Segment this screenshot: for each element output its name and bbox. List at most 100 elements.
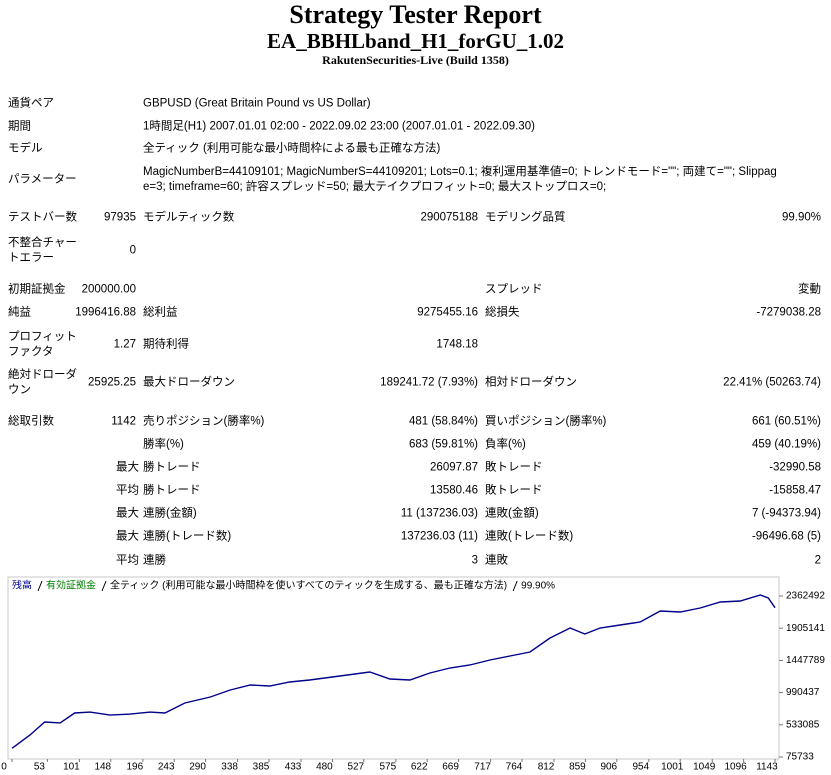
x-tick-label: 101 xyxy=(63,762,80,773)
stat-label: 総取引数 xyxy=(8,415,54,428)
x-tick-label: 1143 xyxy=(756,762,778,773)
stat-label: モデリング品質 xyxy=(485,211,566,224)
stat-value: 481 (58.84%) xyxy=(408,415,478,428)
y-tick-label: 75733 xyxy=(786,752,814,763)
balance-line xyxy=(11,594,776,749)
stat-value: 1142 xyxy=(111,415,136,428)
y-tick-label: 2362492 xyxy=(786,591,825,602)
stat-label: 勝トレード xyxy=(143,461,201,474)
stat-value: -96496.68 (5) xyxy=(751,530,821,543)
stat-label: 連敗 xyxy=(485,554,508,567)
x-tick-label: 1001 xyxy=(661,762,684,773)
stat-value: 25925.25 xyxy=(88,376,136,389)
x-tick-label: 196 xyxy=(126,762,143,773)
stat-value: 2 xyxy=(814,554,821,567)
y-tick-label: 533085 xyxy=(786,719,820,730)
stat-label: 連勝 xyxy=(143,554,166,567)
x-tick-label: 433 xyxy=(285,762,302,773)
x-tick-label: 243 xyxy=(158,762,175,773)
info-value: MagicNumberB=44109101; MagicNumberS=4410… xyxy=(143,166,777,193)
x-tick-label: 1049 xyxy=(693,762,716,773)
stat-label: 初期証拠金 xyxy=(8,283,66,296)
x-tick-label: 0 xyxy=(1,762,7,773)
stat-label: 連勝(金額) xyxy=(143,507,197,520)
stat-value: 200000.00 xyxy=(81,283,136,296)
stat-value: 97935 xyxy=(104,211,136,224)
report-title: Strategy Tester Report xyxy=(289,0,542,29)
stat-label: スプレッド xyxy=(485,283,543,296)
stat-prefix: 最大 xyxy=(116,530,139,543)
stat-value: 22.41% (50263.74) xyxy=(723,376,821,389)
stat-label: 連勝(トレード数) xyxy=(143,530,232,543)
legend-separator xyxy=(512,580,518,592)
stat-value: -7279038.28 xyxy=(756,306,821,319)
stat-label: 総損失 xyxy=(485,306,520,319)
plot-frame xyxy=(7,576,780,760)
x-tick-label: 906 xyxy=(600,762,617,773)
x-tick-label: 859 xyxy=(569,762,586,773)
x-tick-label: 954 xyxy=(632,762,649,773)
stat-value: 26097.87 xyxy=(430,461,478,474)
x-tick-label: 148 xyxy=(94,762,111,773)
stat-label: 絶対ドローダウン xyxy=(8,369,77,396)
server-build: RakutenSecurities-Live (Build 1358) xyxy=(322,53,509,67)
stat-value: 189241.72 (7.93%) xyxy=(380,376,478,389)
stat-prefix: 最大 xyxy=(116,461,139,474)
stat-label: 勝トレード xyxy=(143,484,201,497)
stat-value: 137236.03 (11) xyxy=(400,530,478,543)
x-tick-label: 53 xyxy=(34,762,46,773)
x-tick-label: 575 xyxy=(379,762,396,773)
stat-value: 変動 xyxy=(798,283,821,296)
x-tick-label: 480 xyxy=(316,762,333,773)
stat-value: 11 (137236.03) xyxy=(400,507,478,520)
stat-label: 連敗(金額) xyxy=(485,507,539,520)
stat-label: 連敗(トレード数) xyxy=(485,530,574,543)
stat-value: 1996416.88 xyxy=(75,306,136,319)
info-label: 通貨ペア xyxy=(8,97,54,110)
x-tick-label: 1096 xyxy=(725,762,748,773)
stat-label: 期待利得 xyxy=(143,338,189,351)
stat-prefix: 平均 xyxy=(116,484,139,497)
x-tick-label: 669 xyxy=(442,762,459,773)
y-tick-label: 1447789 xyxy=(786,655,825,666)
stat-value: -32990.58 xyxy=(769,461,821,474)
legend-separator xyxy=(101,580,107,592)
stat-value: 290075188 xyxy=(420,211,478,224)
info-label: パラメーター xyxy=(8,173,77,186)
x-tick-label: 290 xyxy=(189,762,206,773)
stat-label: 売りポジション(勝率%) xyxy=(143,415,265,428)
expert-name: EA_BBHLband_H1_forGU_1.02 xyxy=(267,29,564,53)
info-label: 期間 xyxy=(8,120,31,133)
stat-label: 総利益 xyxy=(143,306,178,319)
stat-value: 0 xyxy=(129,244,136,257)
info-value: 全ティック (利用可能な最小時間枠による最も正確な方法) xyxy=(143,142,441,155)
stat-label: 勝率(%) xyxy=(143,438,184,451)
stat-value: 3 xyxy=(471,554,478,567)
x-tick-label: 764 xyxy=(506,762,523,773)
stat-value: 683 (59.81%) xyxy=(408,438,478,451)
stat-label: テストバー数 xyxy=(8,211,77,224)
x-tick-label: 717 xyxy=(474,762,491,773)
stat-value: 1748.18 xyxy=(436,338,478,351)
x-tick-label: 385 xyxy=(253,762,270,773)
stat-value: 459 (40.19%) xyxy=(751,438,821,451)
stat-value: 99.90% xyxy=(781,211,821,224)
legend-entry: 残高 xyxy=(12,579,32,592)
stat-label: 相対ドローダウン xyxy=(485,376,577,389)
x-tick-label: 527 xyxy=(347,762,364,773)
info-value: 1時間足(H1) 2007.01.01 02:00 - 2022.09.02 2… xyxy=(143,120,535,133)
stat-value: -15858.47 xyxy=(769,484,821,497)
stat-value: 13580.46 xyxy=(430,484,478,497)
stat-value: 1.27 xyxy=(113,338,136,351)
legend-note: 全ティック (利用可能な最小時間枠を使いすべてのティックを生成する、最も正確な方… xyxy=(110,579,507,592)
info-value: GBPUSD (Great Britain Pound vs US Dollar… xyxy=(143,97,371,110)
x-tick-label: 338 xyxy=(221,762,238,773)
stat-label: 最大ドローダウン xyxy=(143,376,235,389)
stat-label: プロフィットファクタ xyxy=(8,331,77,358)
legend-quality: 99.90% xyxy=(521,581,555,592)
x-tick-label: 622 xyxy=(411,762,428,773)
stat-label: 敗トレード xyxy=(485,461,543,474)
y-tick-label: 990437 xyxy=(786,687,820,698)
